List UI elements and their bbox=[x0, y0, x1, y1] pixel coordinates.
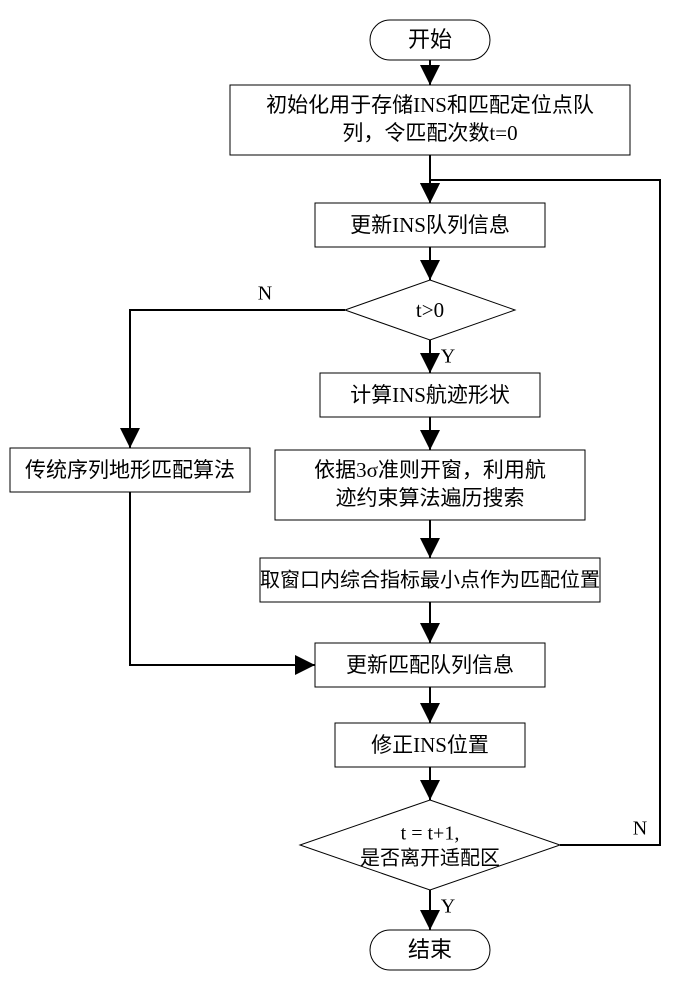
calc-shape-label: 计算INS航迹形状 bbox=[350, 383, 510, 407]
start-label: 开始 bbox=[408, 27, 452, 52]
decision-t-yes: Y bbox=[441, 346, 455, 368]
decision-leave-line2: 是否离开适配区 bbox=[360, 847, 500, 870]
min-point-label: 取窗口内综合指标最小点作为匹配位置 bbox=[260, 569, 600, 592]
trad-label: 传统序列地形匹配算法 bbox=[25, 458, 235, 482]
decision-leave-yes: Y bbox=[441, 896, 455, 918]
end-label: 结束 bbox=[408, 937, 452, 962]
edge-dect-trad bbox=[130, 310, 345, 448]
init-line1: 初始化用于存储INS和匹配定位点队 bbox=[266, 93, 594, 117]
window-search-line2: 迹约束算法遍历搜索 bbox=[336, 486, 525, 510]
decision-leave-line1: t = t+1, bbox=[401, 823, 460, 845]
update-match-label: 更新匹配队列信息 bbox=[346, 653, 514, 677]
decision-t-no: N bbox=[258, 283, 272, 305]
decision-t-label: t>0 bbox=[416, 298, 444, 322]
decision-leave bbox=[300, 800, 560, 890]
init-line2: 列，令匹配次数t=0 bbox=[342, 121, 517, 145]
decision-leave-no: N bbox=[633, 818, 647, 840]
update-ins-label: 更新INS队列信息 bbox=[350, 213, 510, 237]
fix-ins-label: 修正INS位置 bbox=[371, 733, 489, 757]
window-search-line1: 依据3σ准则开窗，利用航 bbox=[314, 458, 546, 482]
